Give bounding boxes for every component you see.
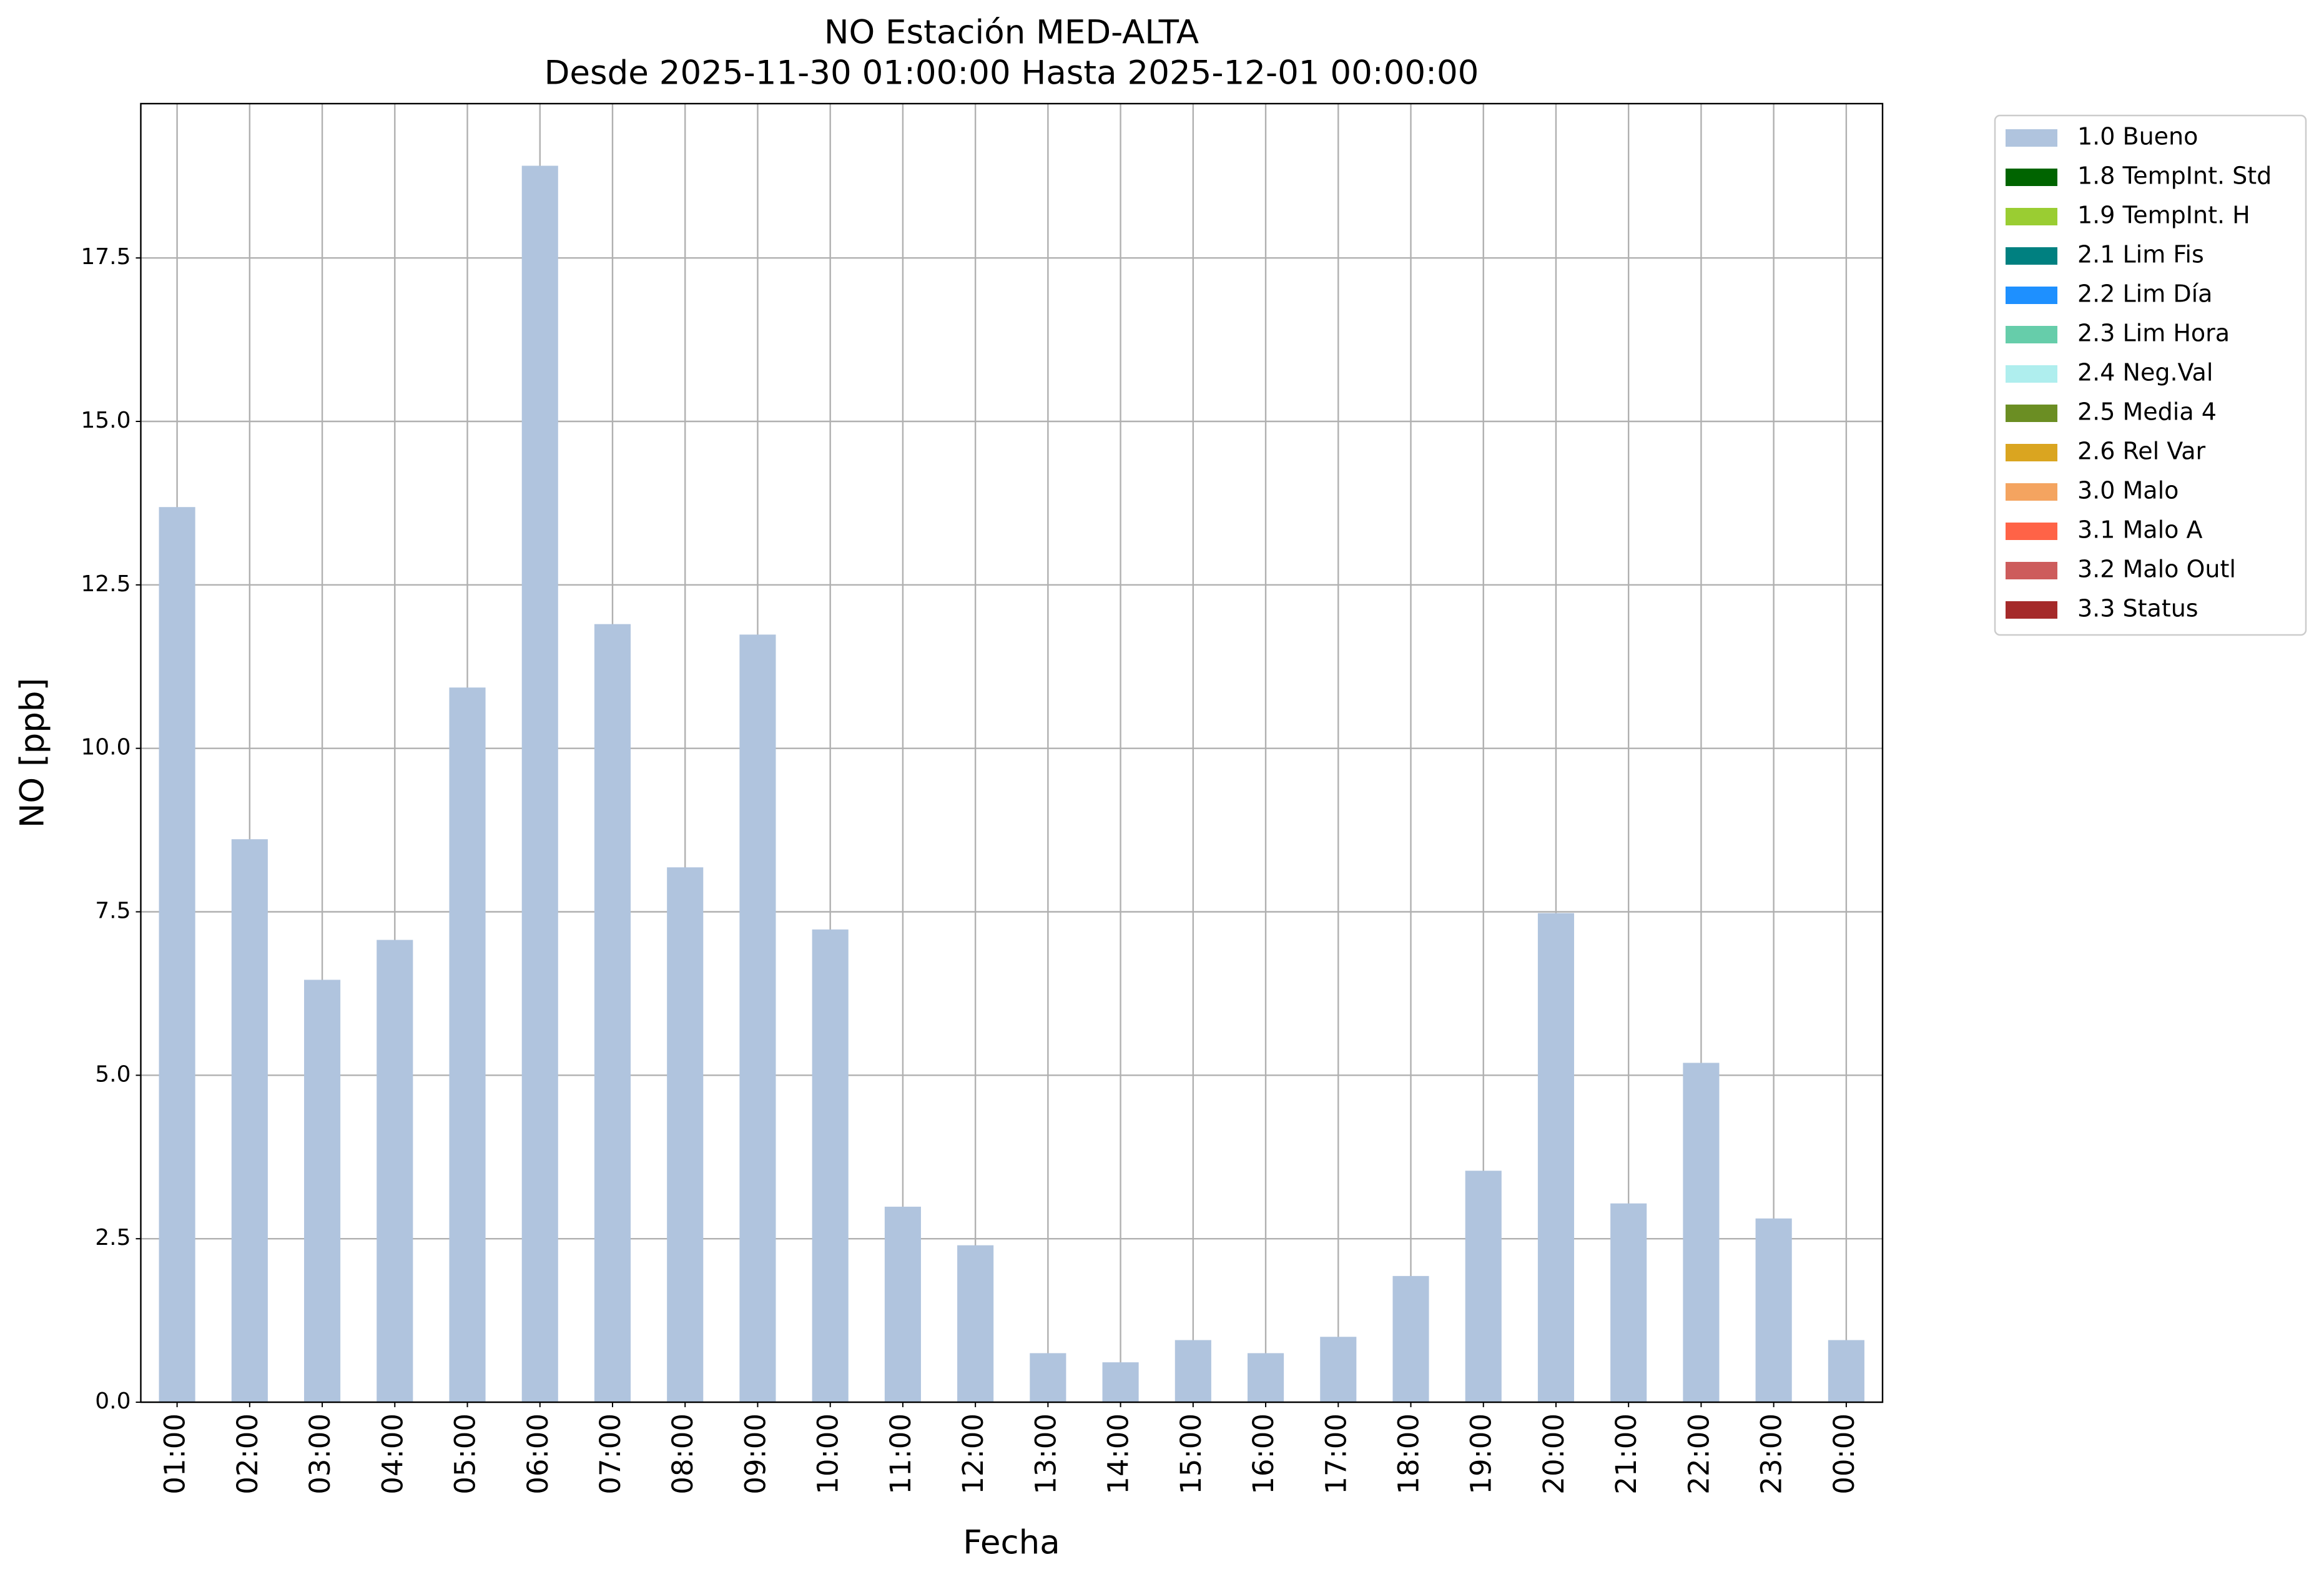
x-tick-label: 00:00 (1828, 1413, 1861, 1495)
y-tick-label: 15.0 (81, 408, 130, 433)
bar (1683, 1063, 1720, 1402)
bar (1392, 1275, 1429, 1402)
bar (1174, 1340, 1211, 1402)
x-tick-label: 02:00 (231, 1413, 264, 1495)
x-tick-label: 15:00 (1174, 1413, 1208, 1495)
legend-label: 3.0 Malo (2077, 477, 2179, 504)
legend-label: 1.9 TempInt. H (2077, 202, 2250, 229)
legend-swatch (2006, 169, 2057, 186)
chart-subtitle: Desde 2025-11-30 01:00:00 Hasta 2025-12-… (544, 54, 1479, 92)
x-tick-label: 07:00 (594, 1413, 627, 1495)
bars (159, 165, 1864, 1403)
x-axis-label: Fecha (963, 1524, 1060, 1562)
x-tick-label: 14:00 (1102, 1413, 1135, 1495)
bar (812, 929, 849, 1402)
x-tick-label: 03:00 (303, 1413, 337, 1495)
y-axis-label: NO [ppb] (14, 678, 52, 828)
legend-swatch (2006, 444, 2057, 461)
legend: 1.0 Bueno 1.8 TempInt. Std 1.9 TempInt. H 2… (1994, 114, 2307, 636)
x-tick-label: 21:00 (1610, 1413, 1643, 1495)
bar (884, 1206, 921, 1402)
bar (1102, 1362, 1139, 1402)
y-tick-label: 10.0 (81, 735, 130, 760)
x-tick-label: 16:00 (1247, 1413, 1280, 1495)
bar (1755, 1218, 1792, 1402)
bar (1537, 913, 1575, 1402)
bar (159, 507, 195, 1403)
bar (377, 940, 413, 1402)
legend-label: 2.2 Lim Día (2077, 280, 2212, 308)
x-tick-label: 10:00 (812, 1413, 845, 1495)
x-tick-label: 06:00 (521, 1413, 554, 1495)
x-tick-label: 05:00 (449, 1413, 482, 1495)
y-tick-label: 0.0 (95, 1388, 130, 1414)
legend-label: 1.8 TempInt. Std (2077, 162, 2272, 190)
legend-label: 3.2 Malo Outl (2077, 556, 2236, 583)
x-tick-label: 11:00 (884, 1413, 917, 1495)
legend-label: 2.6 Rel Var (2077, 438, 2206, 465)
legend-swatch (2006, 523, 2057, 540)
legend-swatch (2006, 129, 2057, 147)
chart-title: NO Estación MED-ALTA (824, 14, 1199, 52)
legend-swatch (2006, 365, 2057, 383)
y-tick-label: 7.5 (95, 898, 130, 924)
legend-swatch (2006, 247, 2057, 265)
y-tick-label: 17.5 (81, 244, 130, 270)
plot-frame (140, 102, 1884, 1403)
x-tick-label: 12:00 (957, 1413, 990, 1495)
x-tick-label: 19:00 (1465, 1413, 1498, 1495)
bar (231, 839, 268, 1402)
x-tick-label: 13:00 (1029, 1413, 1062, 1495)
y-tick-label: 5.0 (95, 1061, 130, 1087)
x-tick-label: 04:00 (376, 1413, 409, 1495)
legend-label: 3.3 Status (2077, 595, 2198, 622)
legend-swatch (2006, 326, 2057, 343)
x-tick-label: 23:00 (1755, 1413, 1788, 1495)
axes: 0.0 2.5 5.0 7.5 10.0 12.5 15.0 17.5 01:00 02:00 03… (81, 102, 1884, 1495)
x-tick-label: 01:00 (159, 1413, 192, 1495)
bar (957, 1245, 994, 1402)
legend-label: 2.4 Neg.Val (2077, 359, 2213, 386)
legend-label: 3.1 Malo A (2077, 516, 2202, 544)
x-tick-label: 22:00 (1682, 1413, 1715, 1495)
bar (1828, 1340, 1864, 1402)
x-tick-label: 17:00 (1319, 1413, 1352, 1495)
x-tick-label: 18:00 (1392, 1413, 1425, 1495)
bar (1610, 1203, 1647, 1402)
bar (304, 980, 341, 1402)
legend-swatch (2006, 483, 2057, 501)
bar (667, 867, 704, 1402)
legend-label: 2.3 Lim Hora (2077, 320, 2230, 347)
legend-label: 2.1 Lim Fis (2077, 241, 2204, 268)
bar (1247, 1353, 1284, 1402)
bar (449, 687, 486, 1402)
bar (739, 634, 776, 1402)
legend-swatch (2006, 287, 2057, 304)
x-tick-label: 08:00 (666, 1413, 699, 1495)
legend-label: 2.5 Media 4 (2077, 398, 2217, 426)
y-tick-label: 12.5 (81, 571, 130, 597)
bar (1320, 1337, 1357, 1402)
legend-swatch (2006, 405, 2057, 422)
x-tick-label: 09:00 (739, 1413, 772, 1495)
legend-swatch (2006, 601, 2057, 619)
bar (1030, 1353, 1066, 1402)
x-tick-label: 20:00 (1537, 1413, 1570, 1495)
legend-box (1994, 114, 2307, 636)
bar (521, 165, 558, 1403)
legend-swatch (2006, 562, 2057, 579)
legend-swatch (2006, 208, 2057, 225)
y-tick-label: 2.5 (95, 1225, 130, 1250)
bar (1465, 1171, 1502, 1402)
legend-label: 1.0 Bueno (2077, 123, 2198, 150)
bar (594, 624, 631, 1402)
